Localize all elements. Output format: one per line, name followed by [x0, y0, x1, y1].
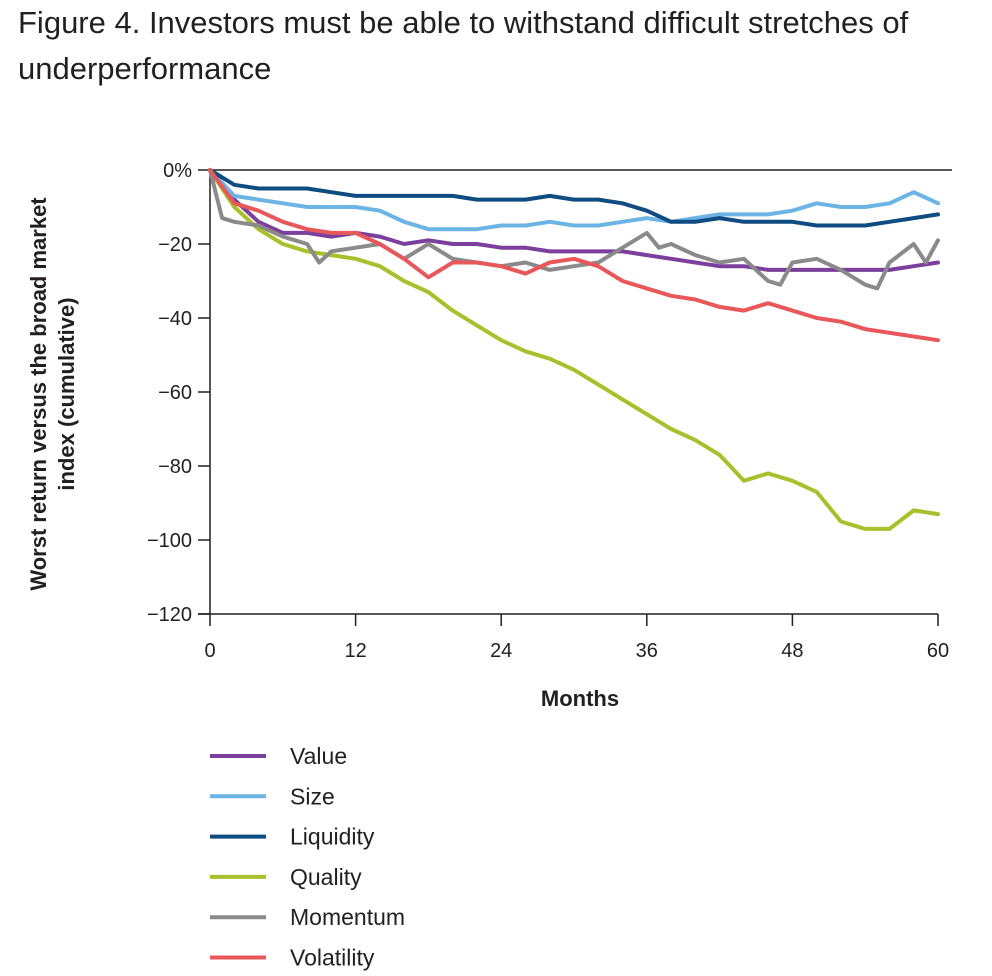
x-tick-label: 60 [927, 640, 949, 662]
series-line-volatility [208, 168, 940, 343]
y-tick-label: −20 [158, 234, 192, 256]
figure-title: Figure 4. Investors must be able to with… [18, 5, 909, 86]
y-axis-title-line: Worst return versus the broad market [26, 197, 51, 591]
x-tick-label: 12 [344, 640, 366, 662]
y-axis-title-line: index (cumulative) [54, 297, 79, 490]
y-tick-label: 0% [163, 160, 192, 182]
x-tick-label: 36 [636, 640, 658, 662]
x-axis-title: Months [541, 686, 619, 711]
legend-label: Liquidity [290, 824, 375, 850]
x-tick-label: 0 [204, 640, 215, 662]
series-line-quality [208, 168, 940, 531]
legend-label: Value [290, 743, 347, 769]
series-line-momentum [208, 168, 940, 291]
legend-label: Size [290, 783, 335, 809]
legend-label: Quality [290, 864, 362, 890]
y-tick-label: −100 [147, 530, 192, 552]
y-tick-label: −60 [158, 382, 192, 404]
legend-label: Volatility [290, 945, 375, 971]
y-tick-label: −40 [158, 308, 192, 330]
series-line-size [208, 168, 940, 232]
y-tick-label: −120 [147, 604, 192, 626]
chart-axes: 0% −20 −40 −60 −80 −100 −120 0 12 24 36 48 60 Months W… [26, 160, 952, 711]
chart-series [208, 168, 940, 531]
y-axis-title: Worst return versus the broad market inde… [26, 197, 79, 591]
series-line-value [208, 168, 940, 272]
legend-label: Momentum [290, 904, 405, 930]
y-tick-label: −80 [158, 456, 192, 478]
x-tick-label: 24 [490, 640, 512, 662]
x-tick-label: 48 [781, 640, 803, 662]
chart-legend: Value Size Liquidity Quality Momentum Volatil… [210, 743, 405, 971]
series-line-liquidity [208, 168, 940, 228]
